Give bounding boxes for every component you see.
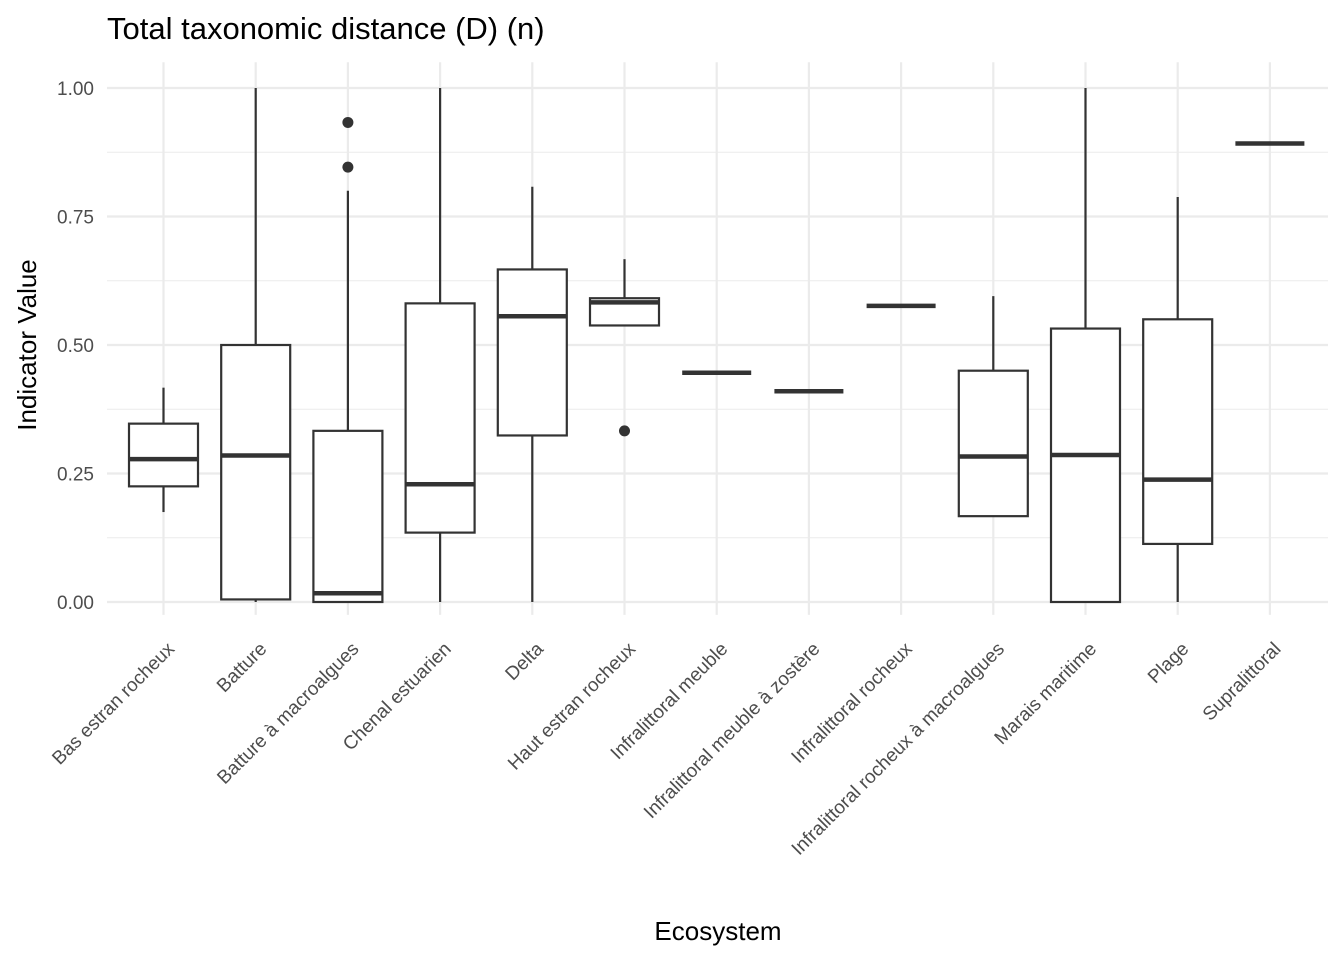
iqr-box (127, 422, 200, 488)
box-1 (127, 387, 200, 513)
box-4 (404, 88, 476, 602)
iqr-box (312, 429, 384, 604)
x-tick-label: Supralittoral (1199, 639, 1286, 726)
outlier-point (342, 116, 354, 128)
x-tick-label: Infralittoral meuble à zostère (640, 639, 824, 823)
iqr-box (496, 268, 568, 437)
x-tick-label: Delta (502, 638, 549, 685)
x-tick-label: Batture (213, 639, 271, 697)
x-tick-label: Plage (1144, 639, 1193, 688)
x-tick-label: Marais maritime (991, 639, 1101, 749)
box-layer (127, 88, 1305, 604)
x-tick-label: Bas estran rocheux (48, 638, 179, 769)
outlier-point (619, 425, 630, 437)
iqr-box (1049, 327, 1122, 604)
iqr-box (1142, 318, 1214, 546)
box-12 (1142, 196, 1214, 602)
y-tick-label: 0.75 (57, 208, 94, 229)
y-tick-label: 1.00 (57, 79, 94, 100)
box-3 (312, 116, 384, 604)
y-tick-label: 0.25 (57, 465, 94, 486)
box-10 (957, 296, 1029, 518)
outlier-point (342, 161, 354, 173)
x-tick-label: Infralittoral rocheux à macroalgues (788, 639, 1009, 860)
iqr-box (957, 369, 1029, 518)
x-axis-title: Ecosystem (654, 916, 781, 946)
box-2 (220, 88, 292, 602)
box-11 (1049, 88, 1122, 604)
y-tick-label: 0.00 (57, 593, 94, 614)
iqr-box (404, 302, 476, 534)
y-tick-label: 0.50 (57, 336, 94, 357)
box-6 (588, 259, 661, 437)
iqr-box (220, 343, 292, 601)
box-5 (496, 186, 568, 602)
chart-title: Total taxonomic distance (D) (n) (107, 11, 545, 46)
y-tick-labels: 0.00 0.25 0.50 0.75 1.00 (57, 79, 94, 614)
y-axis-title: Indicator Value (12, 259, 42, 431)
